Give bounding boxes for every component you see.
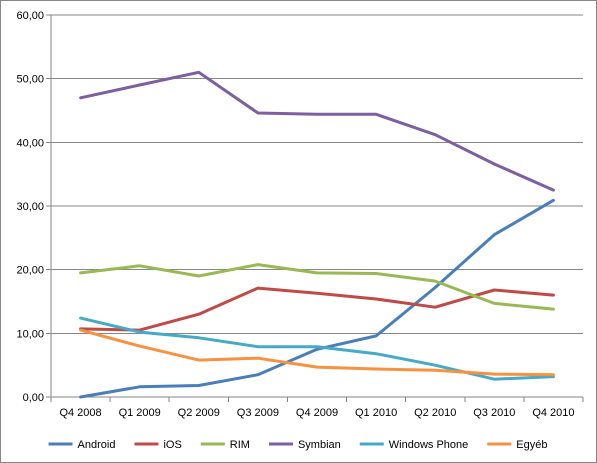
- legend-item: Egyéb: [487, 439, 547, 451]
- legend-item: iOS: [134, 439, 182, 451]
- legend-label: Symbian: [298, 439, 341, 451]
- legend-label: Egyéb: [516, 439, 547, 451]
- series-line-rim: [79, 263, 555, 311]
- legend-item: Symbian: [268, 439, 341, 451]
- series-lines: [79, 70, 555, 399]
- legend-item: Android: [48, 439, 116, 451]
- x-tick-label: Q4 2010: [532, 407, 574, 419]
- series-line-android: [79, 198, 555, 399]
- x-tick-label: Q4 2009: [296, 407, 338, 419]
- legend-label: RIM: [230, 439, 250, 451]
- series-line-symbian: [79, 70, 555, 192]
- series-line-ios: [79, 286, 555, 332]
- legend-label: Windows Phone: [389, 439, 469, 451]
- x-tick-label: Q3 2009: [237, 407, 279, 419]
- legend-item: Windows Phone: [359, 439, 469, 451]
- legend-label: iOS: [163, 439, 181, 451]
- series-line-egy-b: [79, 328, 555, 377]
- x-tick-label: Q3 2010: [473, 407, 515, 419]
- y-tick-label: 10,00: [16, 328, 44, 340]
- x-tick-label: Q1 2009: [119, 407, 161, 419]
- legend: Android iOS RIM Symbian Windows Phone Egyéb: [48, 439, 547, 451]
- y-tick-label: 30,00: [16, 201, 44, 213]
- series-line-windows-phone: [79, 316, 555, 381]
- legend-item: RIM: [200, 439, 250, 451]
- x-tick-label: Q1 2010: [355, 407, 397, 419]
- y-axis-ticks: 0,00 10,00 20,00 30,00 40,00 50,00 60,00: [16, 10, 51, 404]
- x-axis-ticks: Q4 2008 Q1 2009 Q2 2009 Q3 2009 Q4 2009 Q1 20…: [50, 397, 584, 419]
- y-tick-label: 0,00: [23, 392, 44, 404]
- x-tick-label: Q2 2009: [178, 407, 220, 419]
- y-tick-label: 50,00: [16, 74, 44, 86]
- y-tick-label: 20,00: [16, 265, 44, 277]
- y-tick-label: 40,00: [16, 137, 44, 149]
- gridlines: [51, 14, 583, 334]
- legend-label: Android: [78, 439, 116, 451]
- x-tick-label: Q4 2008: [59, 407, 101, 419]
- x-tick-label: Q2 2010: [414, 407, 456, 419]
- y-tick-label: 60,00: [16, 10, 44, 22]
